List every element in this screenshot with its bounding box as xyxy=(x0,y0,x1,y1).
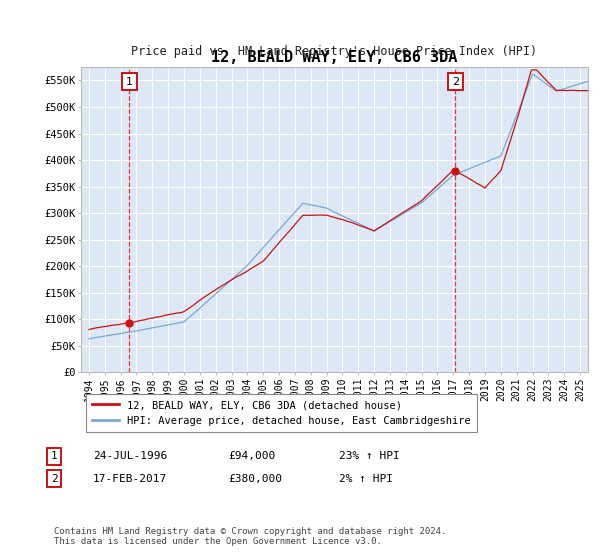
Text: Contains HM Land Registry data © Crown copyright and database right 2024.
This d: Contains HM Land Registry data © Crown c… xyxy=(54,526,446,546)
Text: 2: 2 xyxy=(452,77,459,87)
Text: £94,000: £94,000 xyxy=(228,451,275,461)
Text: 1: 1 xyxy=(50,451,58,461)
Text: 24-JUL-1996: 24-JUL-1996 xyxy=(93,451,167,461)
Text: £380,000: £380,000 xyxy=(228,474,282,484)
Text: 23% ↑ HPI: 23% ↑ HPI xyxy=(339,451,400,461)
Legend: 12, BEALD WAY, ELY, CB6 3DA (detached house), HPI: Average price, detached house: 12, BEALD WAY, ELY, CB6 3DA (detached ho… xyxy=(86,394,477,432)
Text: 1: 1 xyxy=(126,77,133,87)
Text: 2: 2 xyxy=(50,474,58,484)
Text: Price paid vs. HM Land Registry's House Price Index (HPI): Price paid vs. HM Land Registry's House … xyxy=(131,45,538,58)
Text: 17-FEB-2017: 17-FEB-2017 xyxy=(93,474,167,484)
Title: 12, BEALD WAY, ELY, CB6 3DA: 12, BEALD WAY, ELY, CB6 3DA xyxy=(211,50,458,64)
Text: 2% ↑ HPI: 2% ↑ HPI xyxy=(339,474,393,484)
